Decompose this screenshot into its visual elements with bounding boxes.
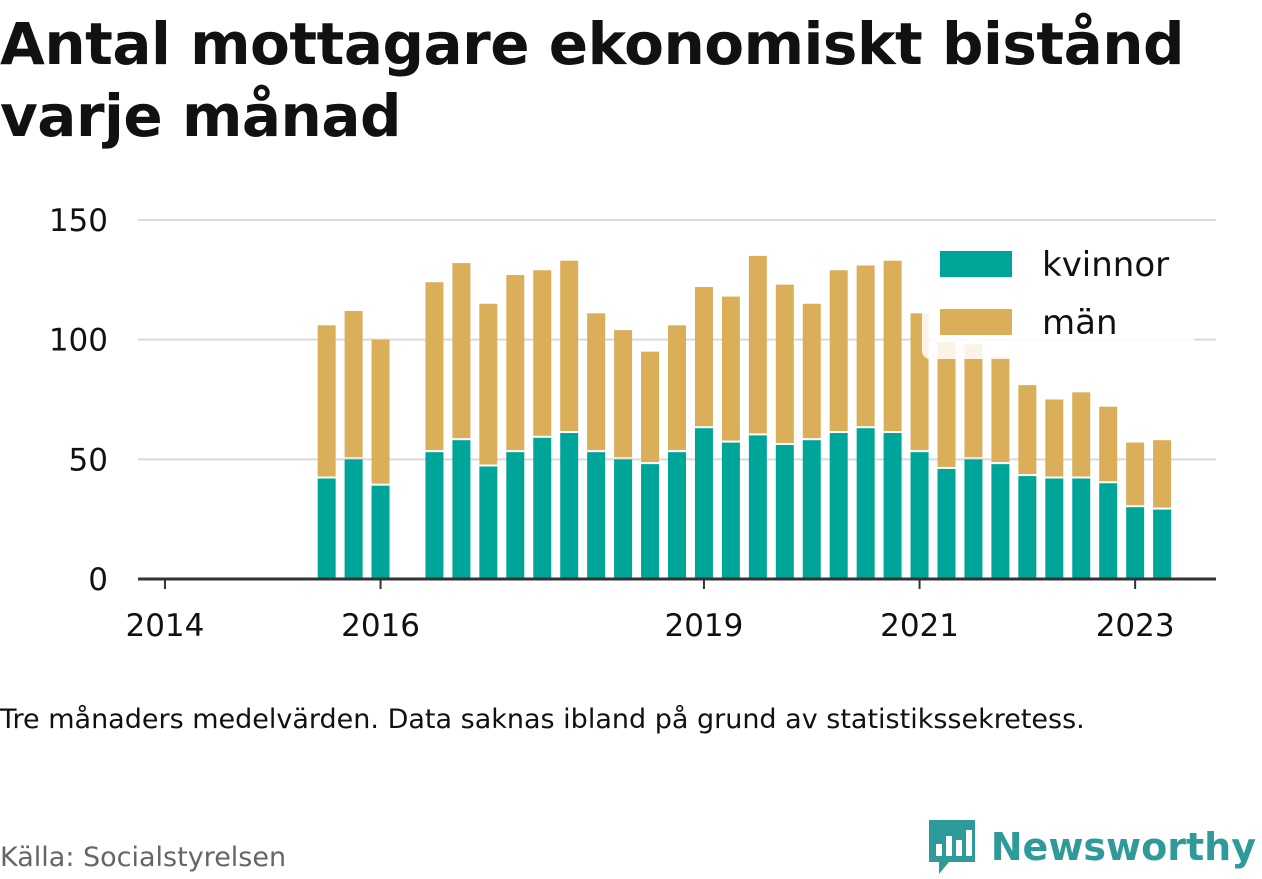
y-tick-label: 0 — [88, 562, 108, 598]
bar-kvinnor — [1072, 478, 1091, 579]
bar-kvinnor — [371, 485, 390, 579]
bar-kvinnor — [317, 478, 336, 579]
bar-kvinnor — [883, 433, 902, 579]
bar-man — [641, 351, 660, 463]
bar-man — [856, 265, 875, 427]
legend-label: män — [1042, 303, 1118, 343]
bar-man — [317, 325, 336, 477]
bar-man — [1099, 406, 1118, 482]
bar-kvinnor — [991, 464, 1010, 579]
bar-man — [964, 344, 983, 458]
legend-label: kvinnor — [1042, 245, 1169, 285]
bar-man — [371, 339, 390, 484]
bar-kvinnor — [425, 452, 444, 579]
bar-man — [506, 275, 525, 451]
legend: kvinnor män — [922, 235, 1194, 359]
legend-swatch — [940, 251, 1012, 277]
bar-man — [587, 313, 606, 451]
bar-man — [1126, 442, 1145, 506]
bar-man — [1045, 399, 1064, 477]
bar-kvinnor — [829, 433, 848, 579]
bar-man — [748, 255, 767, 434]
bar-man — [425, 282, 444, 451]
x-tick-label: 2023 — [1096, 608, 1175, 644]
bar-kvinnor — [856, 428, 875, 579]
bar-kvinnor — [910, 452, 929, 579]
axes: 0 50 100 150 2014 2016 2019 2021 2023 — [49, 203, 1216, 644]
bar-kvinnor — [668, 452, 686, 579]
bar-man — [829, 270, 848, 432]
y-tick-label: 150 — [49, 203, 108, 239]
y-tick-label: 50 — [69, 442, 108, 478]
bar-man — [1018, 385, 1037, 475]
x-tick-label: 2021 — [880, 608, 959, 644]
bar-kvinnor — [748, 435, 767, 579]
bar-series — [317, 255, 1172, 579]
bar-man — [614, 330, 633, 458]
brand-name: Newsworthy — [990, 825, 1256, 869]
bar-kvinnor — [506, 452, 525, 579]
bar-man — [694, 287, 713, 427]
bar-man — [991, 356, 1010, 463]
bar-man — [1153, 440, 1172, 508]
bar-man — [344, 310, 363, 458]
bar-kvinnor — [587, 452, 606, 579]
bar-kvinnor — [721, 442, 740, 579]
bar-kvinnor — [1018, 476, 1037, 579]
chart-note: Tre månaders medelvärden. Data saknas ib… — [0, 704, 1085, 735]
bar-man — [452, 263, 471, 439]
bar-kvinnor — [614, 459, 633, 579]
x-tick-label: 2019 — [664, 608, 743, 644]
bar-man — [533, 270, 552, 436]
bar-kvinnor — [533, 437, 552, 579]
bar-kvinnor — [775, 444, 794, 579]
bar-kvinnor — [1153, 509, 1172, 579]
bar-kvinnor — [641, 464, 660, 579]
bar-man — [883, 260, 902, 432]
bar-man — [721, 296, 740, 441]
brand-logo: Newsworthy — [927, 818, 1256, 876]
bar-chart: 0 50 100 150 2014 2016 2019 2021 2023 kvinnor män — [49, 203, 1216, 644]
bar-kvinnor — [1126, 507, 1145, 579]
bar-kvinnor — [1045, 478, 1064, 579]
chart-title: Antal mottagare ekonomiskt bistånd varje… — [0, 10, 1185, 150]
x-tick-label: 2014 — [125, 608, 204, 644]
bar-man — [1072, 392, 1091, 477]
bar-man — [479, 303, 498, 465]
bar-man — [668, 325, 686, 451]
newsworthy-logo-icon — [928, 820, 975, 874]
bar-man — [560, 260, 579, 432]
bar-man — [775, 284, 794, 443]
bar-kvinnor — [694, 428, 713, 579]
bar-man — [937, 342, 956, 467]
bar-kvinnor — [452, 440, 471, 579]
source-text: Källa: Socialstyrelsen — [0, 842, 287, 873]
bar-man — [802, 303, 821, 439]
bar-kvinnor — [479, 466, 498, 579]
bar-kvinnor — [964, 459, 983, 579]
bar-kvinnor — [560, 433, 579, 579]
bar-kvinnor — [802, 440, 821, 579]
bar-kvinnor — [937, 468, 956, 579]
x-tick-label: 2016 — [341, 608, 420, 644]
bar-kvinnor — [344, 459, 363, 579]
y-tick-label: 100 — [49, 323, 108, 359]
legend-swatch — [940, 309, 1012, 335]
bar-kvinnor — [1099, 483, 1118, 579]
